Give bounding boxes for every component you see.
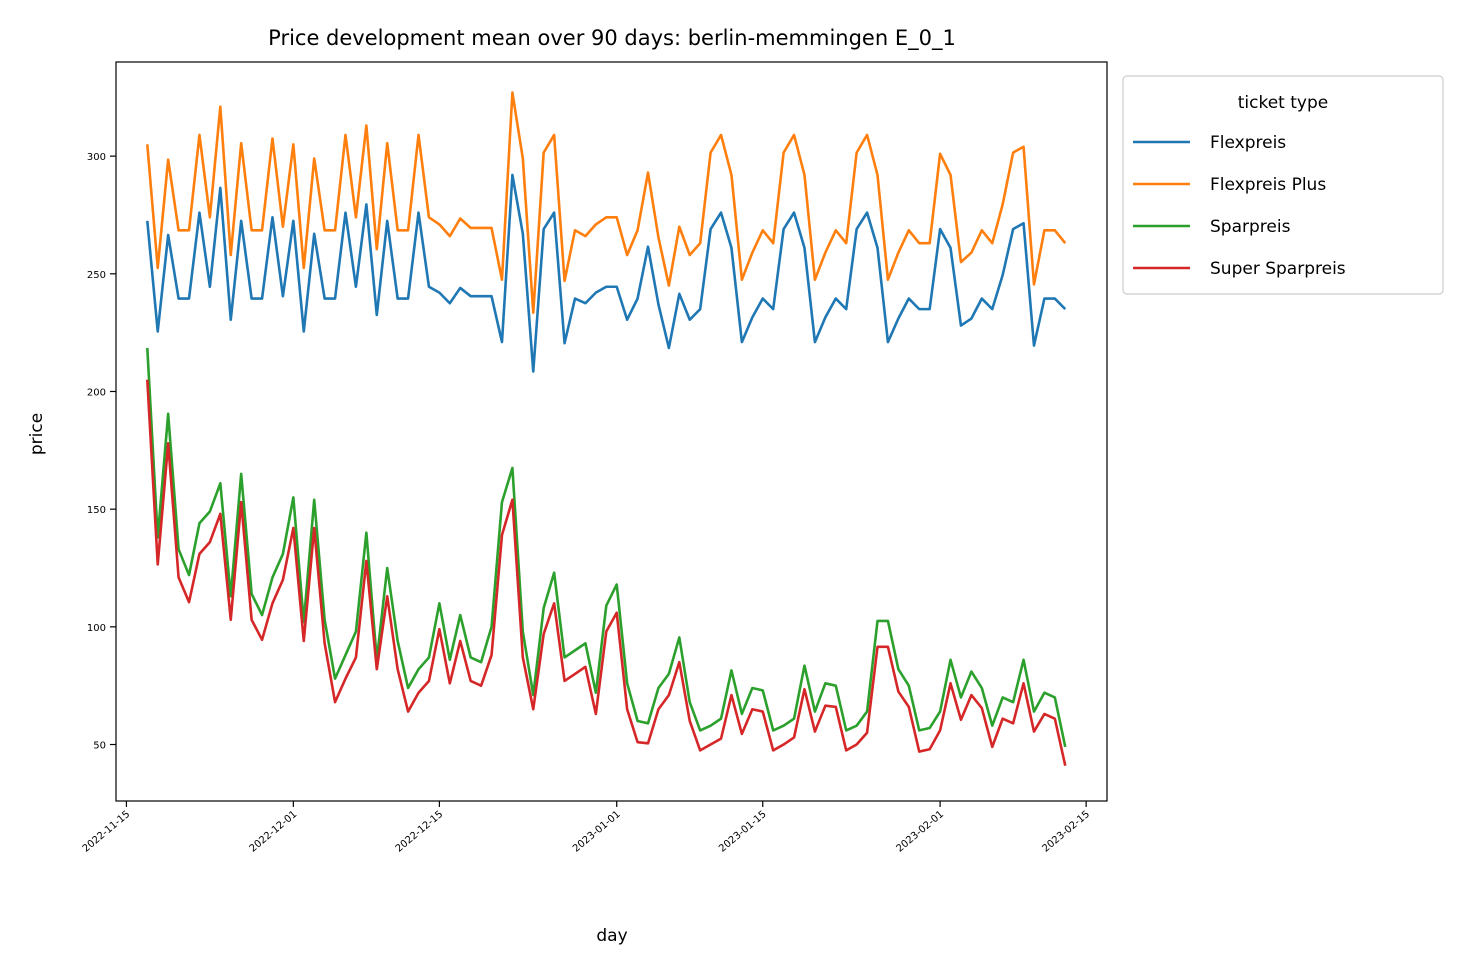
y-tick-label: 250 <box>87 270 106 281</box>
x-axis-label: day <box>596 926 627 946</box>
legend-box <box>1122 75 1444 295</box>
lines-layer <box>145 91 1067 766</box>
legend-label-flexpreis-plus: Flexpreis Plus <box>1210 175 1326 195</box>
y-tick-label: 300 <box>87 152 106 163</box>
plot-frame <box>115 61 1108 802</box>
legend: ticket type Flexpreis Flexpreis Plus Sparp… <box>1122 75 1444 295</box>
series-line-flexpreis <box>145 173 1067 373</box>
legend-title: ticket type <box>1238 93 1328 113</box>
legend-entries: Flexpreis Flexpreis Plus Sparpreis Super Sp… <box>1133 133 1346 279</box>
series-line-flexpreis-plus <box>145 91 1067 314</box>
y-axis-label: price <box>27 413 47 455</box>
series-line-super-sparpreis <box>145 379 1067 766</box>
y-axis: 50 100 150 200 250 300 <box>87 152 116 752</box>
legend-label-super-sparpreis: Super Sparpreis <box>1210 259 1346 279</box>
series-line-sparpreis <box>145 347 1067 748</box>
y-tick-label: 200 <box>87 387 106 398</box>
chart-title: Price development mean over 90 days: ber… <box>268 26 956 51</box>
legend-label-sparpreis: Sparpreis <box>1210 217 1291 237</box>
y-tick-label: 150 <box>87 505 106 516</box>
y-tick-label: 100 <box>87 623 106 634</box>
legend-label-flexpreis: Flexpreis <box>1210 133 1286 153</box>
y-tick-label: 50 <box>93 741 106 752</box>
